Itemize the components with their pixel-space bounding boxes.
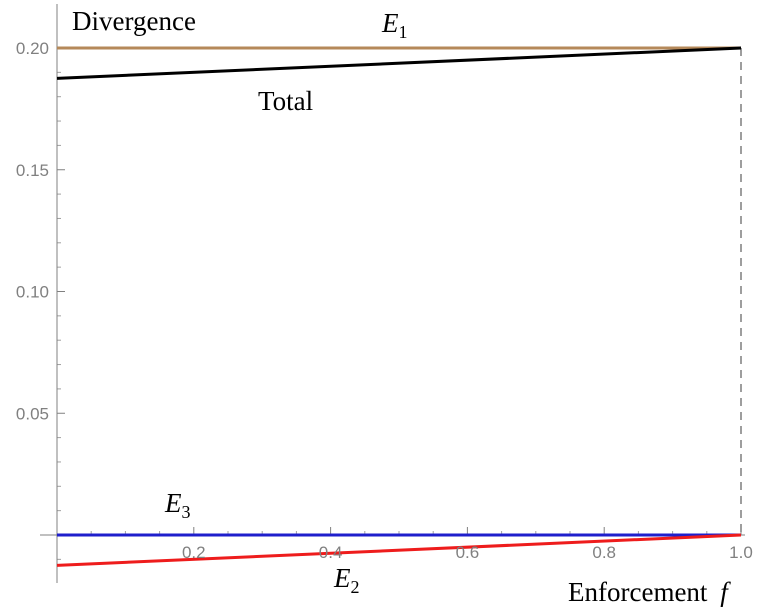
x-axis-title: Enforcement f	[568, 577, 731, 607]
series-label-e3: E3	[164, 488, 191, 522]
y-tick-label: 0.20	[16, 39, 49, 58]
x-tick-label: 0.6	[456, 543, 480, 562]
series-label-e2-sub: 2	[351, 577, 360, 597]
y-tick-labels: 0.05 0.10 0.15 0.20	[16, 39, 49, 423]
series-label-e1-sub: 1	[399, 22, 408, 42]
y-minor-ticks	[57, 71, 61, 560]
series-labels: E1 Total E3 E2	[164, 8, 408, 597]
series-group	[56, 46, 742, 567]
series-label-e2: E2	[333, 563, 360, 597]
series-label-e1: E1	[381, 8, 408, 42]
x-axis-title-variable: f	[720, 577, 731, 607]
x-tick-labels: 0.2 0.4 0.6 0.8 1.0	[182, 543, 753, 562]
series-label-e3-main: E	[164, 488, 182, 518]
x-tick-label: 1.0	[729, 543, 753, 562]
series-line-3	[56, 533, 742, 567]
x-tick-label: 0.2	[182, 543, 206, 562]
major-ticks	[57, 47, 742, 535]
x-tick-label: 0.4	[319, 543, 343, 562]
y-tick-label: 0.05	[16, 404, 49, 423]
x-axis-title-text: Enforcement	[568, 577, 708, 607]
y-tick-label: 0.15	[16, 161, 49, 180]
series-label-e1-main: E	[381, 8, 399, 38]
y-tick-label: 0.10	[16, 283, 49, 302]
y-axis-title: Divergence	[72, 6, 196, 36]
series-line-1	[56, 46, 742, 80]
series-label-total: Total	[258, 86, 313, 116]
x-tick-label: 0.8	[592, 543, 616, 562]
series-label-e2-main: E	[333, 563, 351, 593]
series-label-e3-sub: 3	[182, 502, 191, 522]
